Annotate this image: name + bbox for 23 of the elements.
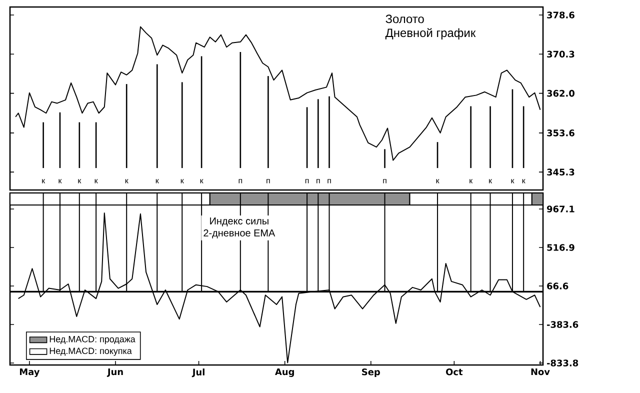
x-tick-label: Nov — [531, 368, 550, 376]
x-tick-label: Oct — [446, 368, 463, 376]
legend-label: Нед.MACD: продажа — [50, 336, 136, 344]
x-tick-label: Jun — [106, 368, 123, 377]
text: Дневной график — [385, 28, 476, 40]
legend-label: Нед.MACD: покупка — [50, 348, 132, 356]
chart-title: Золото — [386, 14, 424, 24]
x-tick-label: Sep — [362, 368, 380, 378]
text: 2-дневное EMA — [204, 229, 276, 238]
y-tick-label: 353.6 — [547, 130, 574, 136]
x-tick-label: Jul — [192, 368, 204, 378]
x-tick-label: Aug — [275, 368, 294, 377]
y-tick-label: 362.0 — [547, 90, 574, 97]
y-tick-label: -833.8 — [547, 360, 578, 366]
y-tick-label: 370.3 — [547, 50, 574, 58]
text: Индекс силы — [210, 218, 268, 226]
y-tick-label: 66.6 — [547, 282, 568, 290]
y-tick-label: 378.6 — [547, 12, 574, 18]
y-tick-label: -383.6 — [547, 321, 578, 328]
y-tick-label: 516.9 — [547, 244, 574, 251]
y-tick-label: 967.1 — [547, 206, 574, 212]
y-tick-label: 345.3 — [547, 168, 574, 176]
x-tick-label: May — [20, 368, 40, 377]
